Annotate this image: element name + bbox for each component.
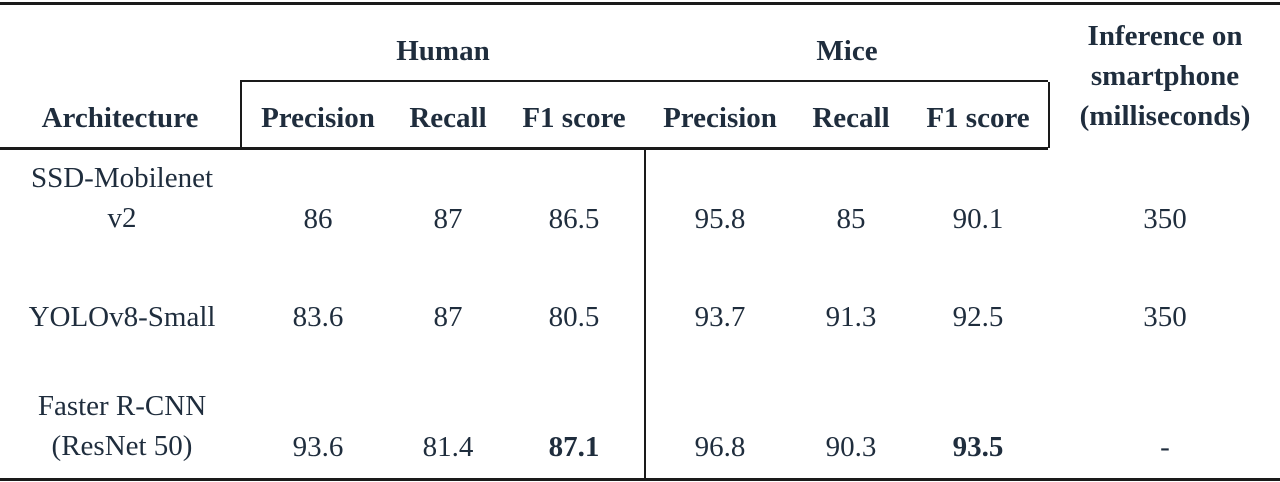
cell-value: 83.6 [292, 301, 344, 333]
table-row-3-mice-f1: 93.5 [908, 426, 1048, 468]
table-row-1-mice-precision: 95.8 [646, 198, 794, 240]
inference-header-line-1: Inference on [1087, 20, 1243, 52]
column-header-mice-precision: Precision [646, 96, 794, 140]
table-row-1-architecture: SSD-Mobilenet v2 [0, 156, 244, 240]
cell-value: 350 [1143, 301, 1187, 333]
column-header-mice-precision-text: Precision [663, 102, 777, 134]
architecture-line-1: Faster R-CNN [37, 390, 207, 422]
table-row-3-human-recall: 81.4 [392, 426, 504, 468]
group-underline [240, 80, 1048, 82]
column-header-mice-f1: F1 score [908, 96, 1048, 140]
table-row-3-mice-recall: 90.3 [794, 426, 908, 468]
table-row-3-inference: - [1050, 426, 1280, 468]
cell-value: 91.3 [825, 301, 877, 333]
table-row-2-inference: 350 [1050, 296, 1280, 338]
header-rule [0, 147, 1048, 150]
architecture-line-1: SSD-Mobilenet [30, 162, 214, 194]
cell-value: 90.1 [952, 203, 1004, 235]
table-row-2-human-precision: 83.6 [244, 296, 392, 338]
cell-value: 85 [836, 203, 866, 235]
cell-value: 87 [433, 301, 463, 333]
column-header-mice-recall: Recall [794, 96, 908, 140]
cell-value: 93.6 [292, 431, 344, 463]
cell-value: 80.5 [548, 301, 600, 333]
table-row-3-human-f1: 87.1 [504, 426, 644, 468]
column-header-human-recall: Recall [392, 96, 504, 140]
cell-value: 81.4 [422, 431, 474, 463]
group-header-mice-text: Mice [816, 35, 878, 67]
table-row-1-human-recall: 87 [392, 198, 504, 240]
architecture-line-2: v2 [107, 202, 137, 234]
cell-value: - [1160, 431, 1170, 463]
column-header-mice-f1-text: F1 score [926, 102, 1030, 134]
architecture-line-1: YOLOv8-Small [28, 301, 216, 333]
table-row-1-mice-f1: 90.1 [908, 198, 1048, 240]
column-header-human-precision-text: Precision [261, 102, 375, 134]
table-row-2-mice-f1: 92.5 [908, 296, 1048, 338]
column-header-human-recall-text: Recall [409, 102, 487, 134]
cell-value-best: 87.1 [548, 431, 600, 463]
body-divider-human-mice [644, 150, 646, 478]
table-row-1-human-f1: 86.5 [504, 198, 644, 240]
cell-value: 90.3 [825, 431, 877, 463]
table-row-1-mice-recall: 85 [794, 198, 908, 240]
column-header-human-precision: Precision [244, 96, 392, 140]
table-row-2-mice-recall: 91.3 [794, 296, 908, 338]
cell-value: 95.8 [694, 203, 746, 235]
table-row-2-architecture: YOLOv8-Small [0, 296, 244, 338]
table-row-1-inference: 350 [1050, 198, 1280, 240]
cell-value: 86 [303, 203, 333, 235]
architecture-line-2: (ResNet 50) [51, 430, 193, 462]
group-header-inference: Inference on smartphone (milliseconds) [1050, 12, 1280, 140]
bottom-rule [0, 478, 1280, 481]
table-row-3-mice-precision: 96.8 [646, 426, 794, 468]
inference-header-line-3: (milliseconds) [1079, 100, 1251, 132]
table-row-3-architecture: Faster R-CNN (ResNet 50) [0, 384, 244, 468]
cell-value: 87 [433, 203, 463, 235]
table-row-2-mice-precision: 93.7 [646, 296, 794, 338]
cell-value-best: 93.5 [952, 431, 1004, 463]
cell-value: 93.7 [694, 301, 746, 333]
group-header-mice: Mice [646, 26, 1048, 76]
inference-header-line-2: smartphone [1090, 60, 1240, 92]
column-header-mice-recall-text: Recall [812, 102, 890, 134]
group-header-human: Human [242, 26, 644, 76]
table-row-2-human-recall: 87 [392, 296, 504, 338]
table-row-3-human-precision: 93.6 [244, 426, 392, 468]
column-header-human-f1-text: F1 score [522, 102, 626, 134]
column-header-architecture-text: Architecture [41, 102, 199, 134]
cell-value: 96.8 [694, 431, 746, 463]
table-row-2-human-f1: 80.5 [504, 296, 644, 338]
header-divider-architecture [240, 82, 242, 148]
column-header-human-f1: F1 score [504, 96, 644, 140]
column-header-architecture: Architecture [0, 96, 240, 140]
cell-value: 92.5 [952, 301, 1004, 333]
table-row-1-human-precision: 86 [244, 198, 392, 240]
group-header-human-text: Human [396, 35, 490, 67]
cell-value: 350 [1143, 203, 1187, 235]
top-rule [0, 2, 1280, 5]
cell-value: 86.5 [548, 203, 600, 235]
header-divider-inference [1048, 82, 1050, 148]
